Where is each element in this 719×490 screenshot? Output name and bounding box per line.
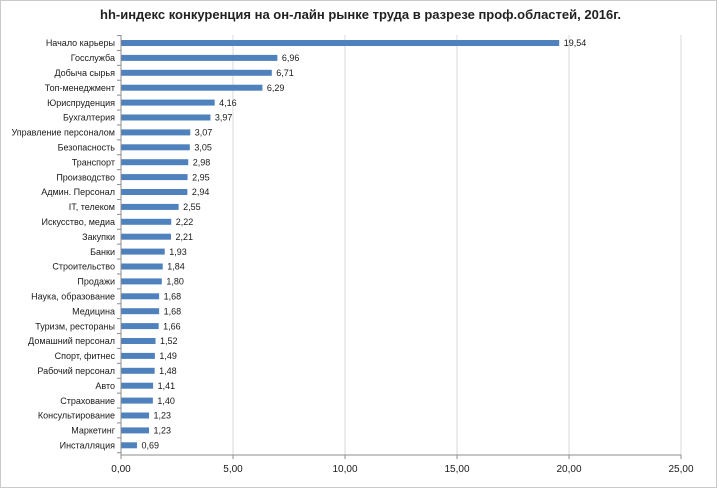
bar <box>121 382 154 389</box>
category-label: Консультирование <box>38 411 115 421</box>
category-label: Бухгалтерия <box>63 113 115 123</box>
category-label: Страхование <box>60 396 115 406</box>
bar <box>121 99 215 106</box>
category-label: Маркетинг <box>71 426 115 436</box>
data-label: 6,71 <box>276 68 294 78</box>
data-label: 1,66 <box>163 321 181 331</box>
bar <box>121 159 189 166</box>
data-label: 1,41 <box>158 381 176 391</box>
category-label: Туризм, рестораны <box>35 321 115 331</box>
bar <box>121 442 137 449</box>
category-label: Админ. Персонал <box>41 187 115 197</box>
bar <box>121 352 155 359</box>
category-label: Управление персоналом <box>11 128 115 138</box>
data-label: 1,48 <box>159 366 177 376</box>
data-label: 2,55 <box>183 202 201 212</box>
data-label: 1,52 <box>160 336 178 346</box>
category-label: Банки <box>90 247 115 257</box>
category-label: Начало карьеры <box>46 38 115 48</box>
bar <box>121 129 191 136</box>
data-label: 19,54 <box>564 38 587 48</box>
category-label: Производство <box>56 172 115 182</box>
data-label: 1,23 <box>154 411 172 421</box>
category-label: Закупки <box>82 232 115 242</box>
category-label: Госслужба <box>71 53 115 63</box>
bar <box>121 308 160 315</box>
data-label: 2,94 <box>192 187 210 197</box>
data-label: 2,95 <box>192 172 210 182</box>
category-label: Строительство <box>52 262 115 272</box>
category-label: Продажи <box>77 277 115 287</box>
data-label: 3,97 <box>215 113 233 123</box>
category-label: Наука, образование <box>31 292 115 302</box>
bar <box>121 233 172 240</box>
data-label: 2,21 <box>176 232 194 242</box>
data-label: 1,23 <box>154 426 172 436</box>
data-label: 1,84 <box>167 262 185 272</box>
category-label: Искусство, медиа <box>42 217 116 227</box>
category-label: Топ-менеджмент <box>45 83 115 93</box>
data-label: 3,07 <box>195 128 213 138</box>
bar <box>121 174 188 181</box>
bar <box>121 144 190 151</box>
data-label: 1,80 <box>166 277 184 287</box>
bar <box>121 397 153 404</box>
bar <box>121 323 159 330</box>
category-label: Добыча сырья <box>54 68 115 78</box>
x-tick-label: 0,00 <box>111 464 131 475</box>
bar <box>121 218 172 225</box>
x-tick-label: 20,00 <box>556 464 581 475</box>
bar <box>121 203 179 210</box>
x-tick-label: 15,00 <box>444 464 469 475</box>
bar <box>121 427 150 434</box>
bar <box>121 114 211 121</box>
data-label: 6,96 <box>282 53 300 63</box>
bar <box>121 338 156 344</box>
data-label: 1,93 <box>169 247 187 257</box>
bar <box>121 189 188 195</box>
data-label: 2,22 <box>176 217 194 227</box>
category-label: Авто <box>95 381 115 391</box>
x-tick-label: 25,00 <box>668 464 693 475</box>
x-tick-label: 10,00 <box>332 464 357 475</box>
bar <box>121 248 165 255</box>
data-label: 1,68 <box>164 306 182 316</box>
bar <box>121 54 278 61</box>
bar <box>121 367 155 374</box>
data-label: 0,69 <box>141 441 159 451</box>
data-label: 2,98 <box>193 157 211 167</box>
data-label: 4,16 <box>219 98 237 108</box>
data-label: 1,49 <box>159 351 177 361</box>
category-label: IT, телеком <box>69 202 115 212</box>
data-label: 1,40 <box>157 396 175 406</box>
category-label: Безопасность <box>58 143 116 153</box>
bar <box>121 412 150 419</box>
bar <box>121 293 160 300</box>
category-label: Юриспруденция <box>47 98 115 108</box>
category-label: Медицина <box>72 306 115 316</box>
chart-title: hh-индекс конкуренция на он-лайн рынке т… <box>100 7 621 22</box>
category-label: Спорт, фитнес <box>55 351 116 361</box>
data-label: 1,68 <box>164 292 182 302</box>
x-tick-label: 5,00 <box>223 464 243 475</box>
category-label: Рабочий персонал <box>37 366 115 376</box>
bar <box>121 278 162 285</box>
bar <box>121 69 272 76</box>
category-label: Транспорт <box>72 157 115 167</box>
bar <box>121 40 560 46</box>
data-label: 6,29 <box>267 83 285 93</box>
category-label: Инсталляция <box>60 441 116 451</box>
category-label: Домашний персонал <box>28 336 115 346</box>
bar <box>121 263 163 270</box>
bar <box>121 84 263 91</box>
data-label: 3,05 <box>194 143 212 153</box>
